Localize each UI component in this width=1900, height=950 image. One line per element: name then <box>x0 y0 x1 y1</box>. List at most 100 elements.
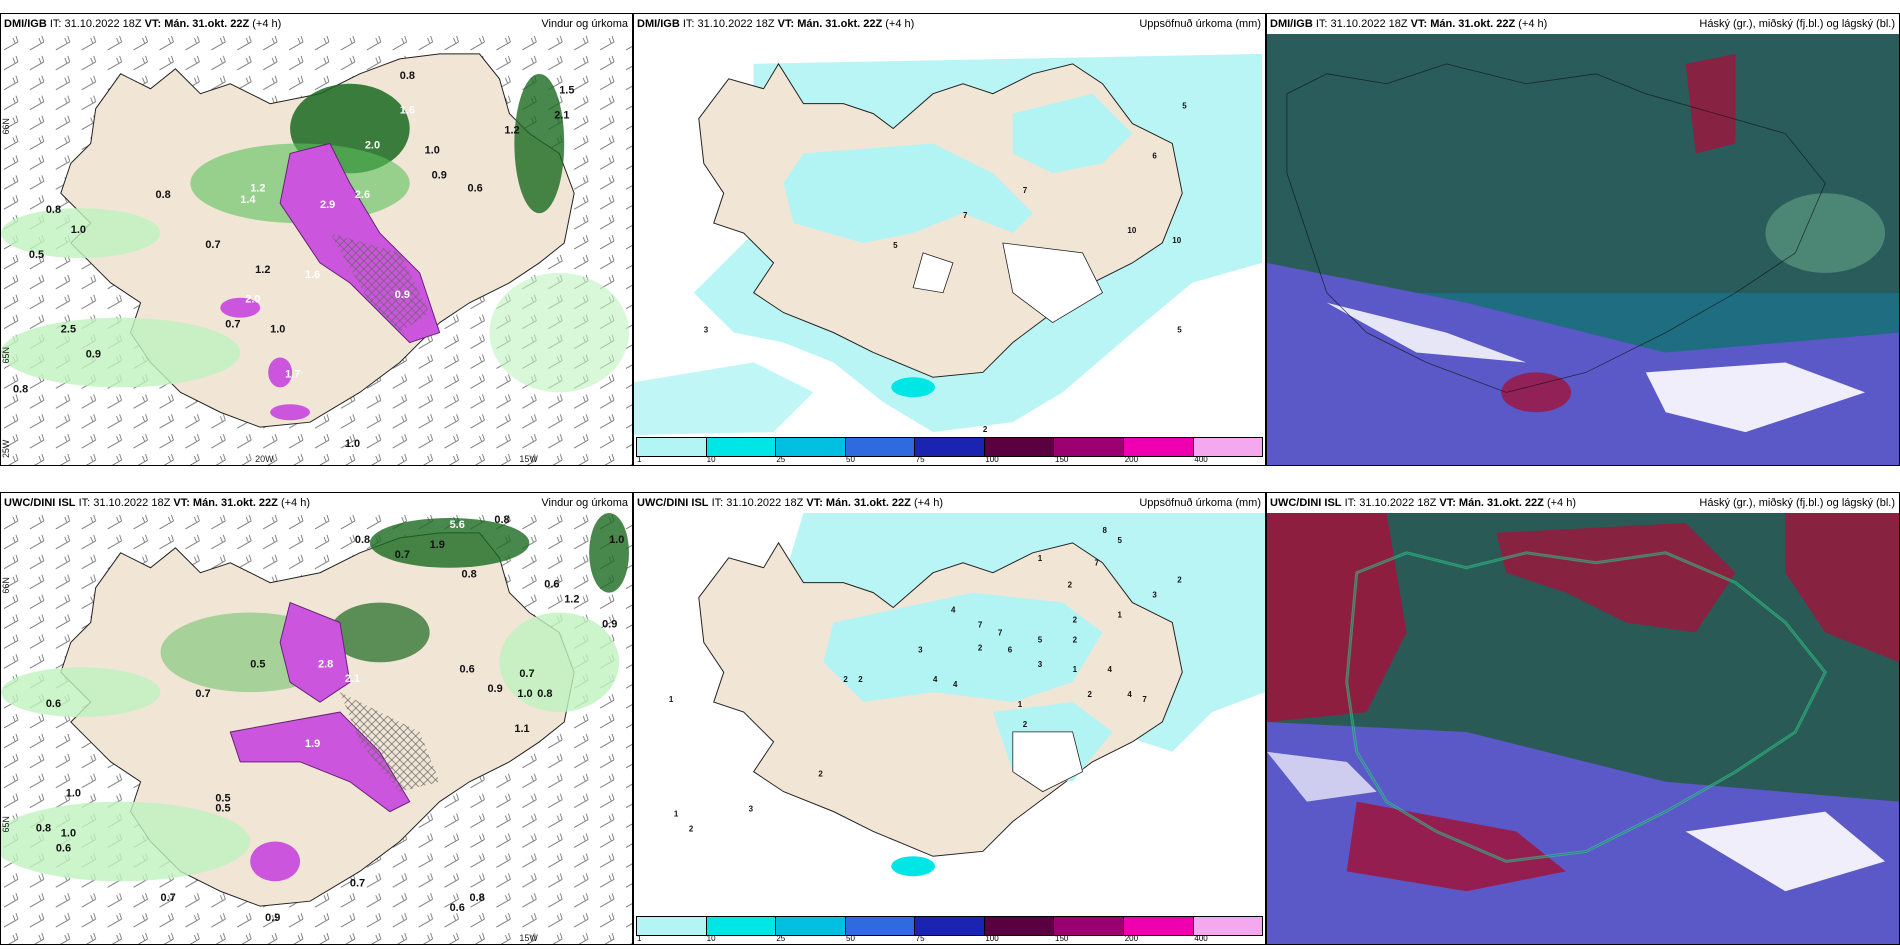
panel-uwc-wind-precip: UWC/DINI ISL IT: 31.10.2022 18Z VT: Mán.… <box>0 492 633 945</box>
colorbar-cell <box>915 917 985 935</box>
map-area[interactable]: 8 5 1 7 2 2 3 4 7 7 6 5 2 1 3 2 2 4 4 2 <box>634 513 1265 914</box>
svg-text:1.2: 1.2 <box>250 182 265 194</box>
svg-text:1.2: 1.2 <box>504 125 519 137</box>
svg-text:66N: 66N <box>1 577 11 593</box>
svg-text:2: 2 <box>1073 635 1078 644</box>
init-time: IT: 31.10.2022 18Z <box>49 18 142 30</box>
colorbar-cell <box>1123 438 1194 456</box>
svg-text:7: 7 <box>1023 186 1028 195</box>
svg-text:7: 7 <box>998 628 1003 637</box>
valid-time: VT: Mán. 31.okt. 22Z <box>173 497 278 509</box>
panel-header: UWC/DINI ISL IT: 31.10.2022 18Z VT: Mán.… <box>1 493 632 513</box>
svg-text:0.5: 0.5 <box>29 249 44 261</box>
svg-text:5: 5 <box>1182 102 1187 111</box>
svg-text:65N: 65N <box>1 347 11 363</box>
colorbar-cell <box>1054 438 1124 456</box>
colorbar: 1 10 25 50 75 100 150 200 400 <box>636 437 1263 464</box>
svg-text:2.1: 2.1 <box>554 110 569 122</box>
svg-text:0.9: 0.9 <box>487 683 502 695</box>
svg-text:65N: 65N <box>1 816 11 832</box>
svg-text:3: 3 <box>704 326 709 335</box>
svg-text:10: 10 <box>1127 226 1136 235</box>
colorbar-tick: 75 <box>915 934 925 943</box>
colorbar-cell <box>776 917 846 935</box>
svg-text:4: 4 <box>933 675 938 684</box>
model-name: UWC/DINI ISL <box>637 497 709 509</box>
map-area[interactable]: 5 6 7 7 5 10 10 3 5 2 <box>634 34 1265 435</box>
svg-text:7: 7 <box>963 211 968 220</box>
colorbar-cell <box>1193 438 1263 456</box>
colorbar-tick: 100 <box>985 455 999 464</box>
svg-text:10: 10 <box>1172 236 1181 245</box>
svg-text:0.8: 0.8 <box>400 70 415 82</box>
svg-text:4: 4 <box>951 606 956 615</box>
colorbar-tick: 400 <box>1194 455 1208 464</box>
precip-labels: 0.8 1.5 1.2 2.1 2.0 1.6 1.2 1.4 2.9 2.6 … <box>13 70 574 450</box>
svg-text:0.8: 0.8 <box>470 892 485 904</box>
svg-text:2: 2 <box>1088 690 1093 699</box>
colorbar-cell <box>776 438 846 456</box>
svg-text:5: 5 <box>893 241 898 250</box>
lead-time: (+4 h) <box>885 18 915 30</box>
svg-text:2: 2 <box>858 675 863 684</box>
svg-text:1.4: 1.4 <box>240 194 256 206</box>
colorbar-cell <box>845 917 916 935</box>
wind-precip-map: 0.8 5.6 0.8 1.9 0.7 1.0 0.8 0.6 1.2 0.9 … <box>1 513 632 944</box>
colorbar-tick: 1 <box>637 934 642 943</box>
cloud-map <box>1267 34 1899 465</box>
accum-precip-map: 5 6 7 7 5 10 10 3 5 2 <box>634 34 1265 435</box>
map-area[interactable] <box>1267 513 1899 944</box>
svg-text:0.7: 0.7 <box>160 892 175 904</box>
colorbar: 1 10 25 50 75 100 150 200 400 <box>636 916 1263 943</box>
svg-text:4: 4 <box>953 680 958 689</box>
svg-text:1: 1 <box>1018 700 1023 709</box>
svg-text:0.6: 0.6 <box>468 182 483 194</box>
colorbar-tick: 1 <box>637 455 642 464</box>
svg-text:0.8: 0.8 <box>156 189 171 201</box>
colorbar-cell <box>1123 917 1194 935</box>
svg-text:1.0: 1.0 <box>517 688 532 700</box>
svg-text:4: 4 <box>1127 690 1132 699</box>
svg-text:0.9: 0.9 <box>432 169 447 181</box>
svg-text:1.9: 1.9 <box>430 539 445 551</box>
svg-text:2.0: 2.0 <box>245 294 260 306</box>
svg-text:8: 8 <box>1103 526 1108 535</box>
svg-text:3: 3 <box>1038 660 1043 669</box>
svg-text:1: 1 <box>1073 665 1078 674</box>
svg-text:1.2: 1.2 <box>255 264 270 276</box>
valid-time: VT: Mán. 31.okt. 22Z <box>1439 497 1544 509</box>
svg-text:1: 1 <box>674 809 679 818</box>
lead-time: (+4 h) <box>1546 497 1576 509</box>
colorbar-cell <box>1054 917 1124 935</box>
panel-title: Vindur og úrkoma <box>541 497 628 509</box>
panel-dmi-wind-precip: DMI/IGB IT: 31.10.2022 18Z VT: Mán. 31.o… <box>0 13 633 466</box>
panel-header: UWC/DINI ISL IT: 31.10.2022 18Z VT: Mán.… <box>634 493 1265 513</box>
colorbar-cell <box>706 438 777 456</box>
colorbar-tick: 50 <box>846 455 855 464</box>
colorbar-tick: 150 <box>1055 934 1069 943</box>
svg-text:0.5: 0.5 <box>250 658 265 670</box>
svg-text:1: 1 <box>669 695 674 704</box>
svg-text:0.8: 0.8 <box>46 204 61 216</box>
svg-text:5.6: 5.6 <box>450 519 465 531</box>
model-name: UWC/DINI ISL <box>1270 497 1342 509</box>
svg-text:4: 4 <box>1107 665 1112 674</box>
colorbar-tick: 100 <box>985 934 999 943</box>
svg-text:1.2: 1.2 <box>564 594 579 606</box>
panel-title: Háský (gr.), miðský (fj.bl.) og lágský (… <box>1699 18 1895 30</box>
map-area[interactable]: 0.8 5.6 0.8 1.9 0.7 1.0 0.8 0.6 1.2 0.9 … <box>1 513 632 944</box>
svg-text:0.8: 0.8 <box>355 534 370 546</box>
valid-time: VT: Mán. 31.okt. 22Z <box>806 497 911 509</box>
map-area[interactable]: 0.8 1.5 1.2 2.1 2.0 1.6 1.2 1.4 2.9 2.6 … <box>1 34 632 465</box>
map-area[interactable] <box>1267 34 1899 465</box>
colorbar-labels: 1 10 25 50 75 100 150 200 400 <box>636 455 1263 464</box>
colorbar-labels: 1 10 25 50 75 100 150 200 400 <box>636 934 1263 943</box>
init-time: IT: 31.10.2022 18Z <box>1344 497 1437 509</box>
lead-time: (+4 h) <box>913 497 943 509</box>
svg-text:0.6: 0.6 <box>450 902 465 914</box>
svg-text:0.9: 0.9 <box>265 912 280 924</box>
svg-text:0.7: 0.7 <box>225 319 240 331</box>
svg-text:0.6: 0.6 <box>56 842 71 854</box>
panel-title: Uppsöfnuð úrkoma (mm) <box>1139 497 1261 509</box>
panel-title: Háský (gr.), miðský (fj.bl.) og lágský (… <box>1699 497 1895 509</box>
